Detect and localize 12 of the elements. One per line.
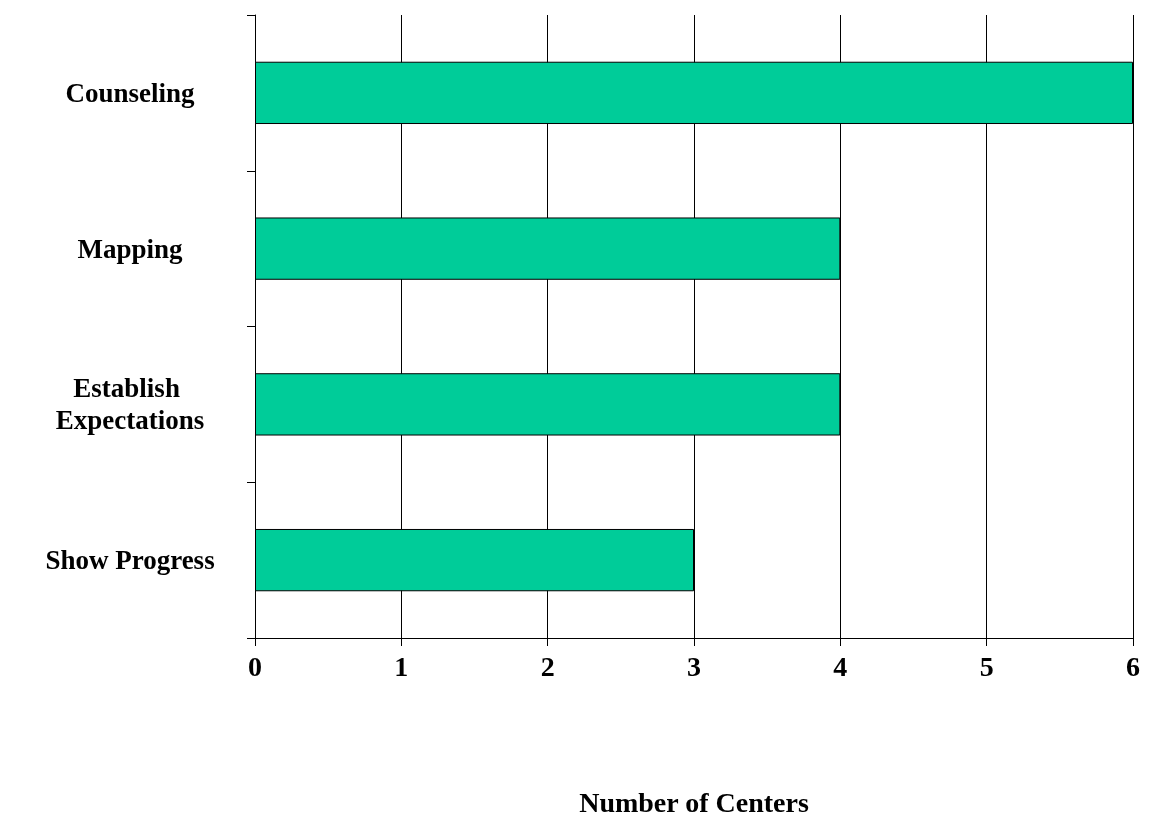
x-tick-label: 0 (248, 650, 262, 682)
x-tick-label: 1 (394, 650, 409, 682)
y-tick-label: Counseling (65, 77, 196, 108)
x-tick-label: 5 (979, 650, 994, 682)
x-tick-label: 4 (833, 650, 848, 682)
y-tick-label: Mapping (77, 233, 184, 264)
x-tick-label: 2 (540, 650, 555, 682)
x-axis-title: Number of Centers (579, 786, 809, 818)
x-tick-label: 3 (687, 650, 701, 682)
y-tick-label: Show Progress (45, 545, 215, 576)
x-tick-label: 6 (1126, 650, 1140, 682)
y-tick-label: Establish Expectations (55, 373, 205, 436)
